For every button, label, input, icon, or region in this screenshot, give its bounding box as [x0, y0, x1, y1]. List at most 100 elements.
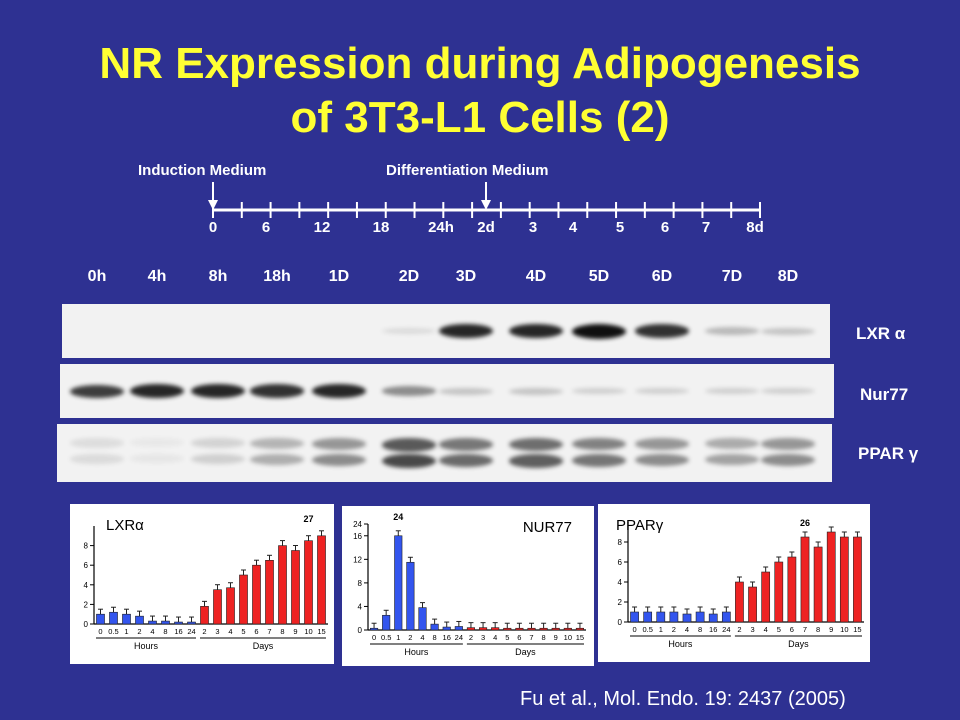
bar	[643, 611, 653, 623]
bar	[394, 535, 403, 631]
chart-annotation: 26	[800, 518, 810, 528]
x-tick-label: 1	[124, 627, 128, 636]
x-tick-label: 2	[672, 625, 676, 634]
slide-title-line1: NR Expression during Adipogenesis	[99, 39, 861, 88]
bar	[479, 627, 488, 631]
bar	[213, 589, 222, 625]
lxr-alpha-label: LXR α	[856, 324, 906, 343]
bar	[161, 620, 170, 625]
bar	[442, 626, 451, 631]
timeline-label: 7	[701, 219, 711, 236]
chart-annotation: 24	[393, 512, 403, 522]
pparg-band	[509, 438, 563, 451]
x-tick-label: 2	[737, 625, 741, 634]
y-tick-label: 0	[358, 626, 363, 635]
timeline-label: 3	[528, 219, 538, 236]
x-tick-label: 15	[576, 633, 584, 642]
x-tick-label: 5	[505, 633, 509, 642]
nur77-band	[705, 387, 759, 395]
bar	[109, 611, 118, 625]
timeline-axis	[208, 182, 761, 218]
bar	[503, 627, 512, 631]
bar	[454, 626, 463, 631]
bar	[761, 571, 771, 623]
bar	[774, 561, 784, 623]
timeline-label: 5	[615, 219, 625, 236]
x-tick-label: 10	[304, 627, 312, 636]
bar	[252, 564, 261, 625]
bar	[239, 574, 248, 625]
pparg-band	[761, 454, 815, 467]
nur77-band	[382, 386, 436, 396]
x-tick-label: 24	[455, 633, 463, 642]
bar	[515, 627, 524, 631]
bar	[96, 613, 105, 625]
x-tick-label: 4	[420, 633, 424, 642]
lane-label: 4h	[147, 268, 167, 285]
differentiation-medium-label: Differentiation Medium	[386, 162, 549, 179]
timeline-label: 6	[261, 219, 271, 236]
pparg-band	[70, 454, 124, 464]
bar	[418, 607, 427, 631]
days-group-label: Days	[253, 641, 274, 651]
bar	[721, 611, 731, 623]
x-tick-label: 4	[685, 625, 689, 634]
y-tick-label: 2	[84, 600, 89, 609]
timeline-label: 4	[568, 219, 578, 236]
x-tick-label: 24	[187, 627, 195, 636]
bar	[656, 611, 666, 623]
pparg-band	[382, 438, 436, 452]
y-tick-label: 0	[84, 620, 89, 629]
lane-label: 3D	[455, 268, 477, 285]
pparg-band	[509, 454, 563, 468]
x-tick-label: 1	[396, 633, 400, 642]
lxr-band	[761, 327, 815, 335]
y-tick-label: 16	[353, 532, 362, 541]
x-tick-label: 8	[163, 627, 167, 636]
bar	[491, 627, 500, 631]
x-tick-label: 16	[174, 627, 182, 636]
lane-label: 6D	[651, 268, 673, 285]
x-tick-label: 2	[202, 627, 206, 636]
differentiation-arrow-head	[481, 200, 491, 210]
x-tick-label: 7	[529, 633, 533, 642]
lane-label: 8D	[777, 268, 799, 285]
x-tick-label: 10	[564, 633, 572, 642]
x-tick-label: 9	[554, 633, 558, 642]
days-group-label: Days	[788, 639, 809, 649]
pparg-band	[635, 438, 689, 450]
lane-label: 0h	[87, 268, 107, 285]
bar	[200, 606, 209, 625]
x-tick-label: 3	[750, 625, 754, 634]
x-tick-label: 10	[840, 625, 848, 634]
nur77-bar-chart: 0 4 8 12 16 24 0 0.5 1 2 4 8 16 24 2 3 4 5 6 7 8 9 10 15 Hours Da…	[342, 506, 594, 666]
x-tick-label: 6	[790, 625, 794, 634]
bar	[575, 627, 584, 631]
bar	[669, 611, 679, 623]
x-tick-label: 7	[803, 625, 807, 634]
x-tick-label: 3	[481, 633, 485, 642]
bar	[800, 536, 810, 623]
y-tick-label: 2	[618, 598, 623, 607]
x-tick-label: 6	[254, 627, 258, 636]
x-tick-label: 15	[853, 625, 861, 634]
y-tick-label: 6	[618, 558, 623, 567]
ppar-gamma-bar-chart: 0 2 4 6 8 0 0.5 1 2 4 8 16 24 2 3 4 5 6 7 8 9 10 15 Hours Days PP…	[598, 504, 870, 662]
x-tick-label: 8	[280, 627, 284, 636]
pparg-band	[705, 454, 759, 466]
bar	[382, 614, 391, 631]
nur77-band	[191, 384, 245, 398]
x-tick-label: 3	[215, 627, 219, 636]
lane-label: 2D	[398, 268, 420, 285]
lxr-band	[382, 328, 436, 334]
lane-label: 8h	[208, 268, 228, 285]
pparg-band	[312, 438, 366, 450]
x-tick-label: 9	[829, 625, 833, 634]
timeline-label: 24h	[428, 219, 454, 236]
timeline-label: 0	[208, 219, 218, 236]
bar	[174, 621, 183, 625]
y-tick-label: 8	[618, 538, 623, 547]
lxr-alpha-blot	[62, 304, 830, 358]
pparg-band	[191, 438, 245, 448]
bar	[122, 613, 131, 625]
